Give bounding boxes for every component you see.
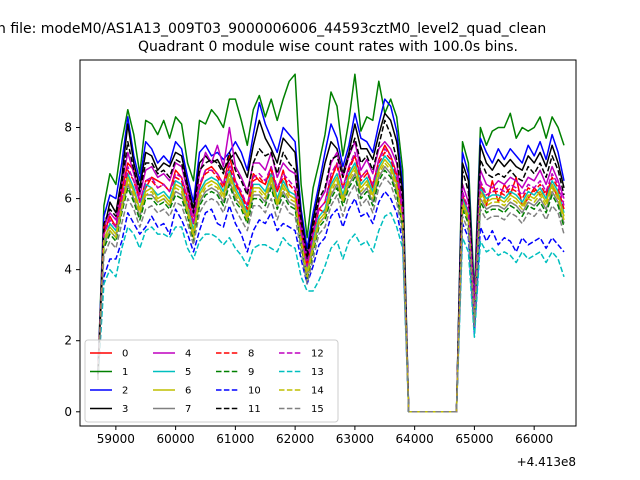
series-line-15 <box>97 176 565 413</box>
figure-suptitle: n file: modeM0/AS1A13_009T03_9000006006_… <box>0 21 546 37</box>
legend-box <box>84 339 339 423</box>
series-line-1 <box>97 73 565 413</box>
legend-label-1: 1 <box>122 367 128 378</box>
series-line-6 <box>97 158 565 413</box>
legend-label-13: 13 <box>311 367 324 378</box>
legend-label-0: 0 <box>122 349 128 360</box>
legend-label-4: 4 <box>185 349 191 360</box>
series-line-5 <box>97 155 565 413</box>
x-tick-label: 64000 <box>396 432 434 446</box>
series-line-12 <box>97 148 565 413</box>
x-tick-label: 61000 <box>216 432 254 446</box>
axes: 59000 60000 61000 62000 63000 64000 65000 66000… <box>64 59 577 446</box>
legend-label-15: 15 <box>311 404 324 415</box>
legend-label-12: 12 <box>311 349 324 360</box>
series-line-14 <box>97 162 565 413</box>
legend-label-6: 6 <box>185 386 191 397</box>
legend-label-7: 7 <box>185 404 191 415</box>
legend-label-14: 14 <box>311 386 324 397</box>
y-tick-label: 2 <box>64 334 72 348</box>
legend-label-3: 3 <box>122 404 128 415</box>
series-line-3 <box>97 112 565 413</box>
x-tick-label: 63000 <box>336 432 374 446</box>
series-line-7 <box>97 165 565 413</box>
y-tick-label: 0 <box>64 405 72 419</box>
x-tick-label: 65000 <box>455 432 493 446</box>
x-tick-label: 60000 <box>157 432 195 446</box>
y-tick-label: 4 <box>64 263 72 277</box>
legend-label-11: 11 <box>248 404 261 415</box>
legend-label-5: 5 <box>185 367 191 378</box>
y-tick-label: 6 <box>64 192 72 206</box>
series-lines <box>97 73 565 413</box>
x-tick-label: 59000 <box>97 432 135 446</box>
axes-frame <box>79 59 577 427</box>
x-tick-label: 66000 <box>515 432 553 446</box>
chart-title: Quadrant 0 module wise count rates with … <box>138 39 518 55</box>
legend-label-2: 2 <box>122 386 128 397</box>
x-offset-label: +4.413e8 <box>517 455 576 469</box>
legend-label-10: 10 <box>248 386 261 397</box>
legend-label-9: 9 <box>248 367 254 378</box>
x-tick-label: 62000 <box>276 432 314 446</box>
y-tick-label: 8 <box>64 121 72 135</box>
legend-label-8: 8 <box>248 349 254 360</box>
series-line-0 <box>97 144 565 413</box>
series-line-13 <box>97 212 565 413</box>
series-line-10 <box>97 190 565 413</box>
series-line-2 <box>97 98 565 413</box>
series-line-9 <box>97 169 565 413</box>
